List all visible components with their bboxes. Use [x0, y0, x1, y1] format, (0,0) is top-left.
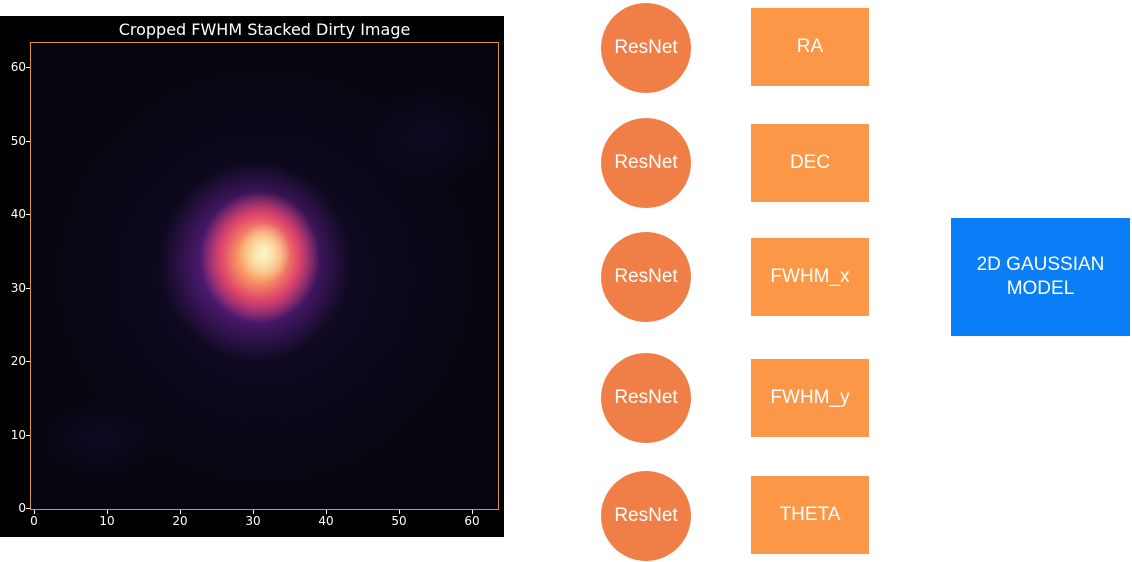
- x-tick-label: 30: [245, 514, 261, 528]
- y-tick-label: 60: [10, 60, 26, 74]
- param-box-ra: RA: [751, 8, 869, 86]
- y-tick-mark: [26, 67, 30, 68]
- x-tick-mark: [34, 510, 35, 514]
- param-box-fwhm-x: FWHM_x: [751, 238, 869, 316]
- heatmap-image: [30, 42, 499, 510]
- x-tick-mark: [326, 510, 327, 514]
- y-tick-mark: [26, 141, 30, 142]
- stacked-image-panel: Cropped FWHM Stacked Dirty Image 0 10 20…: [0, 16, 504, 537]
- x-tick-label: 40: [318, 514, 334, 528]
- x-tick-mark: [253, 510, 254, 514]
- y-tick-label: 30: [10, 281, 26, 295]
- y-tick-label: 0: [18, 501, 26, 515]
- resnet-node-fwhm-x: ResNet: [601, 232, 691, 322]
- resnet-node-dec: ResNet: [601, 118, 691, 208]
- y-tick-label: 50: [10, 134, 26, 148]
- y-tick-mark: [26, 435, 30, 436]
- gaussian-model-box: 2D GAUSSIAN MODEL: [951, 218, 1130, 336]
- x-tick-mark: [107, 510, 108, 514]
- y-tick-mark: [26, 508, 30, 509]
- resnet-node-ra: ResNet: [601, 3, 691, 93]
- param-box-dec: DEC: [751, 124, 869, 202]
- x-tick-label: 0: [30, 514, 38, 528]
- y-tick-label: 10: [10, 428, 26, 442]
- y-tick-mark: [26, 361, 30, 362]
- param-box-fwhm-y: FWHM_y: [751, 359, 869, 437]
- y-tick-label: 40: [10, 207, 26, 221]
- plot-title: Cropped FWHM Stacked Dirty Image: [118, 20, 411, 39]
- x-tick-label: 50: [391, 514, 407, 528]
- resnet-node-theta: ResNet: [601, 471, 691, 561]
- x-tick-label: 10: [99, 514, 115, 528]
- x-tick-mark: [180, 510, 181, 514]
- resnet-node-fwhm-y: ResNet: [601, 353, 691, 443]
- y-tick-mark: [26, 214, 30, 215]
- x-tick-label: 20: [172, 514, 188, 528]
- x-tick-mark: [472, 510, 473, 514]
- y-tick-mark: [26, 288, 30, 289]
- x-tick-mark: [399, 510, 400, 514]
- x-tick-label: 60: [464, 514, 480, 528]
- y-tick-label: 20: [10, 354, 26, 368]
- param-box-theta: THETA: [751, 476, 869, 554]
